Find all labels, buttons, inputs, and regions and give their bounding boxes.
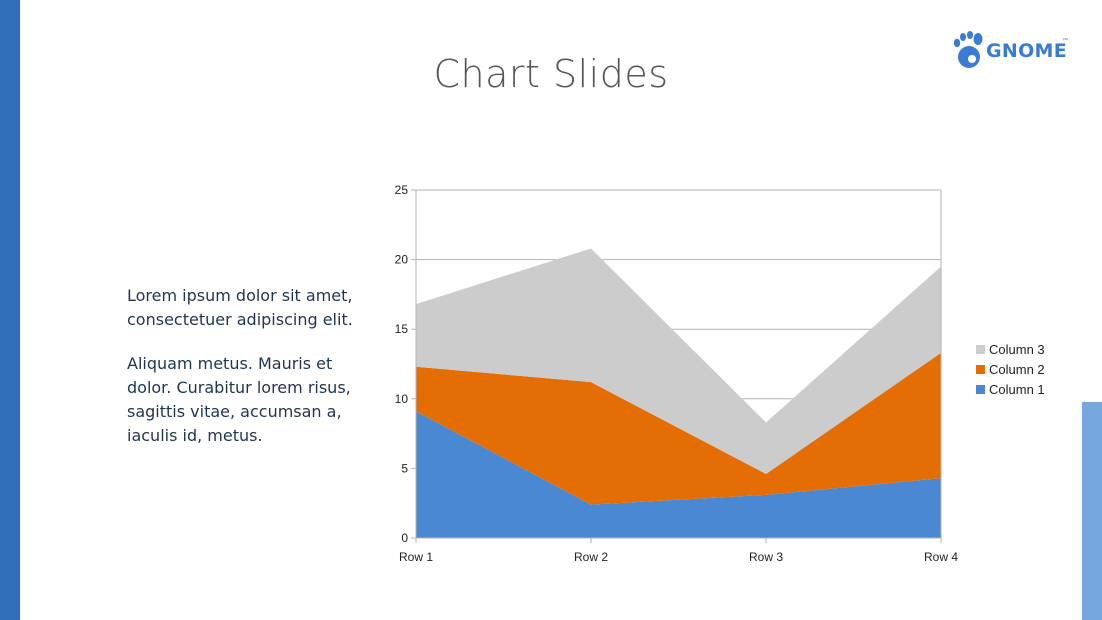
- y-tick-label: 0: [401, 531, 408, 545]
- legend-label: Column 2: [989, 362, 1045, 377]
- y-tick-label: 5: [401, 461, 408, 475]
- gnome-foot-icon: [953, 31, 983, 68]
- area-series-2: [416, 352, 941, 505]
- right-accent-stripe: [1082, 402, 1102, 620]
- x-tick-label: Row 3: [749, 550, 783, 564]
- plot-frame: [415, 189, 942, 539]
- area-series-3: [416, 248, 941, 474]
- legend-swatch: [976, 345, 985, 354]
- logo-trademark: ™: [1062, 38, 1068, 44]
- x-tick-label: Row 1: [399, 550, 433, 564]
- x-tick-label: Row 4: [924, 550, 958, 564]
- logo-text: GNOME: [986, 40, 1068, 62]
- paragraph-1: Lorem ipsum dolor sit amet, consectetuer…: [127, 286, 353, 329]
- y-tick-label: 10: [395, 392, 409, 406]
- left-accent-stripe: [0, 0, 20, 620]
- legend-swatch: [976, 385, 985, 394]
- legend-swatch: [976, 365, 985, 374]
- x-tick-label: Row 2: [574, 550, 608, 564]
- gnome-logo: GNOME ™: [952, 30, 1072, 70]
- y-tick-label: 15: [395, 322, 409, 336]
- paragraph-2: Aliquam metus. Mauris et dolor. Curabitu…: [127, 354, 351, 445]
- area-series-1: [416, 411, 941, 538]
- body-text: Lorem ipsum dolor sit amet, consectetuer…: [127, 284, 377, 468]
- y-tick-label: 25: [395, 183, 409, 197]
- stacked-area-chart: 0 5 10 15 20 25 Row 1 Row 2 Row 3 Row 4 Column 3 Co…: [395, 183, 1045, 564]
- y-tick-label: 20: [395, 253, 409, 267]
- slide-title: Chart Slides: [433, 52, 669, 96]
- legend-label: Column 1: [989, 382, 1045, 397]
- legend-label: Column 3: [989, 342, 1045, 357]
